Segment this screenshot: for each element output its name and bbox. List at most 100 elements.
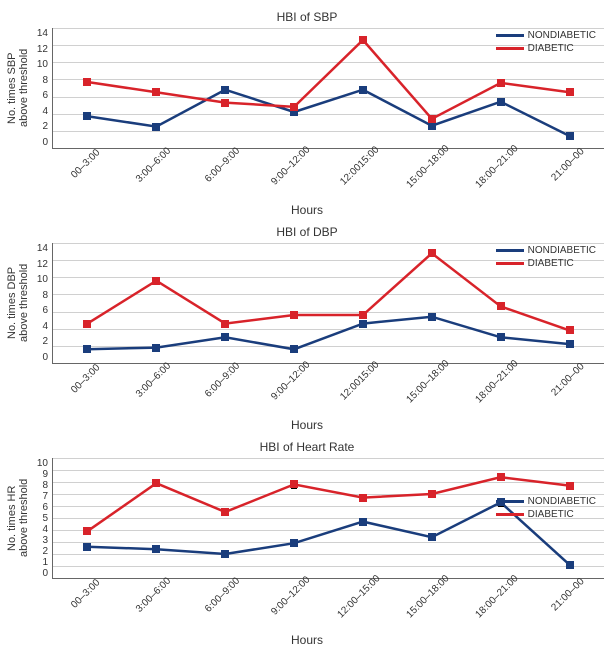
x-tick: 00–3:00	[52, 579, 121, 633]
x-tick: 3:00–6:00	[121, 364, 190, 418]
x-tick-label: 6:00–9:00	[202, 146, 241, 185]
y-axis-label: No. times HRabove threshold	[10, 458, 26, 578]
y-tick: 4	[42, 321, 48, 332]
marker-diabetic	[221, 508, 229, 516]
x-tick: 15:00–18:00	[397, 364, 466, 418]
marker-nondiabetic	[428, 313, 436, 321]
x-tick: 6:00–9:00	[190, 364, 259, 418]
chart-dbp: HBI of DBP No. times DBPabove threshold 14…	[10, 225, 604, 432]
marker-nondiabetic	[152, 545, 160, 553]
marker-diabetic	[359, 36, 367, 44]
x-axis-label: Hours	[10, 418, 604, 432]
x-tick-label: 3:00–6:00	[133, 146, 172, 185]
legend-label: NONDIABETIC	[528, 496, 596, 507]
plot-wrap: No. times SBPabove threshold14121086420N…	[10, 28, 604, 149]
y-tick: 10	[37, 59, 48, 70]
x-tick-label: 18:00–21:00	[473, 143, 520, 190]
x-tick-label: 9:00–12:00	[269, 144, 312, 187]
y-tick: 5	[42, 513, 48, 524]
marker-nondiabetic	[152, 344, 160, 352]
legend-swatch	[496, 262, 524, 265]
legend-item-diabetic: DIABETIC	[496, 509, 596, 520]
x-tick-label: 00–3:00	[69, 577, 102, 610]
x-tick: 12:0015:00	[328, 364, 397, 418]
marker-nondiabetic	[428, 122, 436, 130]
legend-label: NONDIABETIC	[528, 30, 596, 41]
x-tick-label: 6:00–9:00	[202, 361, 241, 400]
legend: NONDIABETIC DIABETIC	[496, 496, 596, 522]
marker-nondiabetic	[359, 86, 367, 94]
chart-title: HBI of SBP	[10, 10, 604, 24]
x-tick: 9:00–12:00	[259, 149, 328, 203]
marker-nondiabetic	[566, 561, 574, 569]
y-tick: 3	[42, 535, 48, 546]
marker-diabetic	[428, 115, 436, 123]
x-tick-label: 12:0015:00	[338, 359, 381, 402]
marker-diabetic	[497, 302, 505, 310]
x-tick: 3:00–6:00	[121, 579, 190, 633]
x-tick-label: 21:00–00	[549, 361, 586, 398]
marker-diabetic	[428, 490, 436, 498]
x-tick-label: 00–3:00	[69, 147, 102, 180]
legend-item-nondiabetic: NONDIABETIC	[496, 30, 596, 41]
y-tick: 14	[37, 243, 48, 254]
marker-diabetic	[566, 482, 574, 490]
marker-nondiabetic	[83, 543, 91, 551]
y-axis-label: No. times DBPabove threshold	[10, 243, 26, 363]
x-tick: 15:00–18:00	[397, 149, 466, 203]
marker-diabetic	[221, 99, 229, 107]
chart-hr: HBI of Heart Rate No. times HRabove thres…	[10, 440, 604, 647]
x-tick-label: 6:00–9:00	[202, 576, 241, 615]
y-tick: 2	[42, 546, 48, 557]
x-tick: 3:00–6:00	[121, 149, 190, 203]
legend-item-nondiabetic: NONDIABETIC	[496, 496, 596, 507]
x-tick: 15:00–18:00	[397, 579, 466, 633]
x-tick: 9:00–12:00	[259, 364, 328, 418]
plot-wrap: No. times HRabove threshold109876543210N…	[10, 458, 604, 579]
legend-item-diabetic: DIABETIC	[496, 258, 596, 269]
x-axis-label: Hours	[10, 203, 604, 217]
chart-title: HBI of Heart Rate	[10, 440, 604, 454]
y-tick: 8	[42, 75, 48, 86]
legend-label: DIABETIC	[528, 258, 574, 269]
marker-nondiabetic	[428, 533, 436, 541]
x-tick-label: 15:00–18:00	[404, 143, 451, 190]
x-axis-ticks: 00–3:00 3:00–6:00 6:00–9:00 9:00–12:0012:00…	[52, 364, 604, 418]
y-tick: 6	[42, 305, 48, 316]
marker-nondiabetic	[359, 320, 367, 328]
marker-nondiabetic	[221, 333, 229, 341]
marker-nondiabetic	[152, 123, 160, 131]
x-axis-label: Hours	[10, 633, 604, 647]
y-tick: 12	[37, 259, 48, 270]
x-tick: 00–3:00	[52, 364, 121, 418]
marker-diabetic	[566, 326, 574, 334]
y-tick: 0	[42, 568, 48, 579]
y-tick: 0	[42, 352, 48, 363]
y-tick: 14	[37, 28, 48, 39]
legend-swatch	[496, 249, 524, 252]
marker-diabetic	[290, 480, 298, 488]
marker-diabetic	[566, 88, 574, 96]
marker-nondiabetic	[566, 340, 574, 348]
y-tick: 1	[42, 557, 48, 568]
legend-label: DIABETIC	[528, 509, 574, 520]
y-tick: 6	[42, 90, 48, 101]
chart-title: HBI of DBP	[10, 225, 604, 239]
y-tick: 12	[37, 44, 48, 55]
x-tick-label: 9:00–12:00	[269, 359, 312, 402]
marker-diabetic	[152, 88, 160, 96]
x-tick: 00–3:00	[52, 149, 121, 203]
x-tick-label: 3:00–6:00	[133, 361, 172, 400]
x-tick: 21:00–00	[535, 364, 604, 418]
y-tick: 9	[42, 469, 48, 480]
y-tick: 0	[42, 137, 48, 148]
x-tick: 6:00–9:00	[190, 149, 259, 203]
chart-sbp: HBI of SBPNo. times SBPabove threshold14…	[10, 10, 604, 217]
marker-diabetic	[152, 277, 160, 285]
x-tick: 12:00–15:00	[328, 579, 397, 633]
y-tick: 2	[42, 121, 48, 132]
marker-nondiabetic	[290, 539, 298, 547]
plot-area: NONDIABETICDIABETIC	[52, 28, 604, 149]
x-tick: 21:00–00	[535, 579, 604, 633]
x-tick: 12:0015:00	[328, 149, 397, 203]
